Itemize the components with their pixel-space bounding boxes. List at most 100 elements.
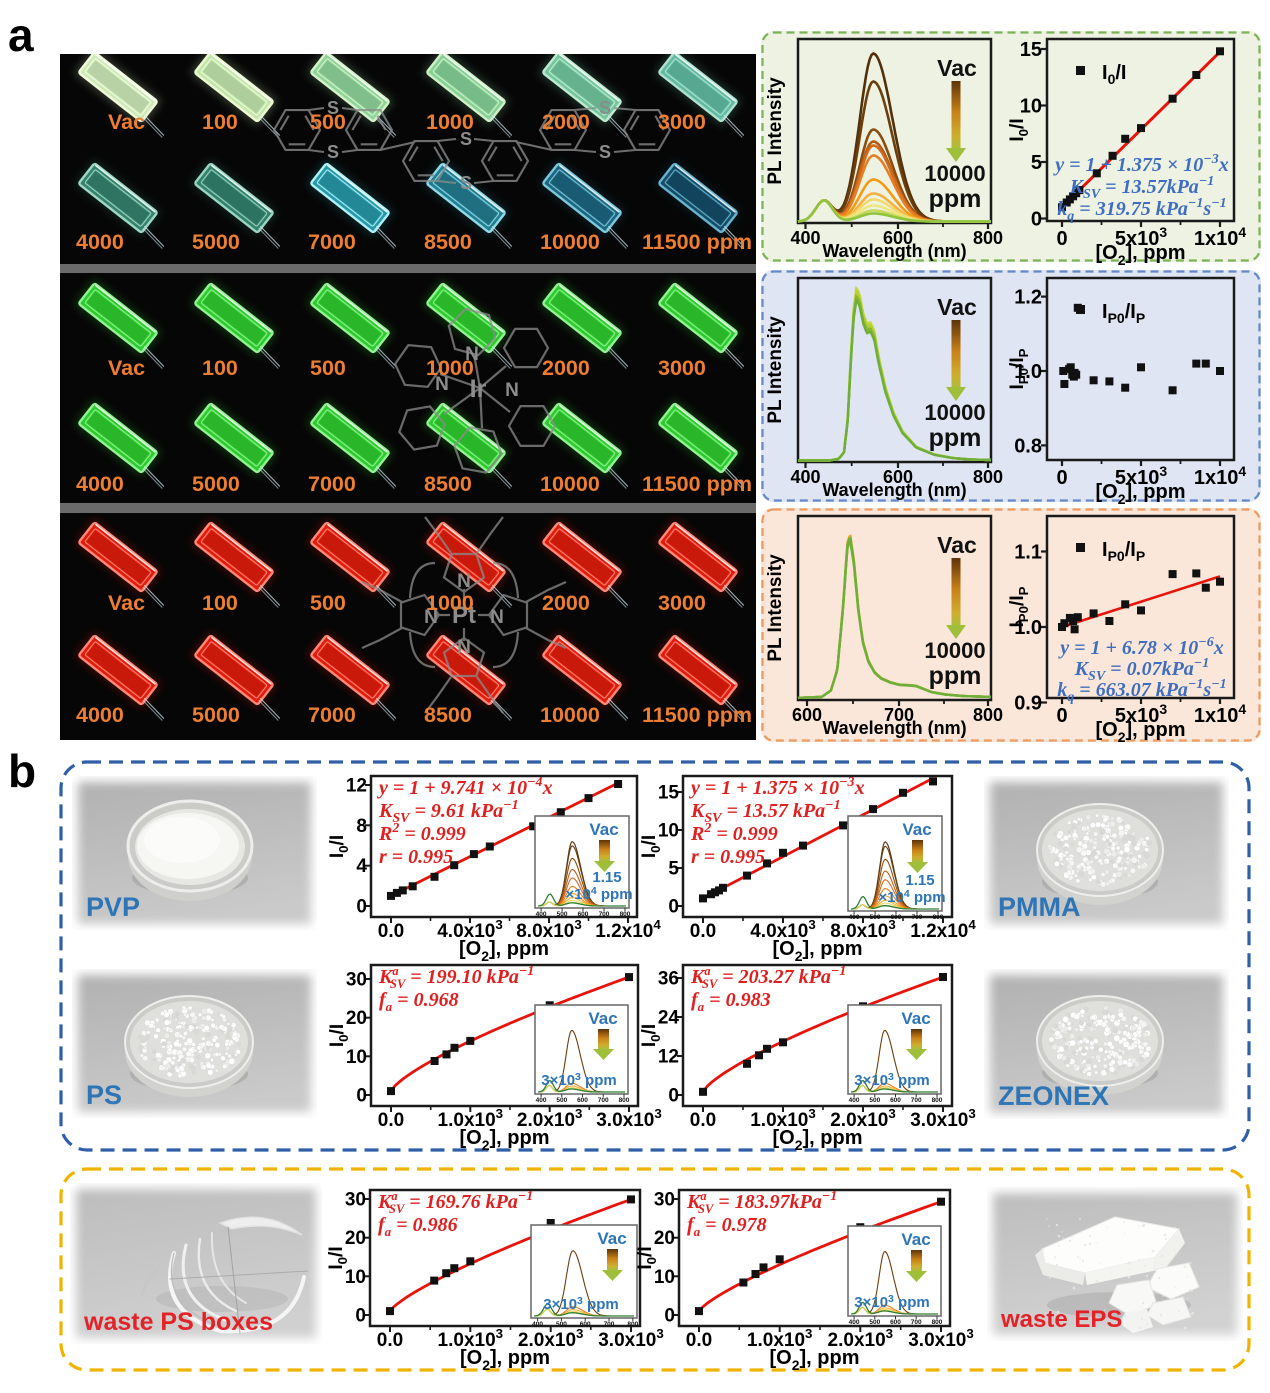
svg-text:S: S — [460, 129, 472, 149]
svg-text:I0​/I: I0​/I — [329, 835, 351, 858]
svg-text:[O2​], ppm: [O2​], ppm — [1095, 719, 1185, 745]
svg-text:15: 15 — [1020, 39, 1042, 61]
svg-text:I0​/I: I0​/I — [328, 1246, 350, 1269]
svg-text:Vac: Vac — [937, 294, 977, 320]
svg-text:3×103​ ppm: 3×103​ ppm — [541, 1071, 616, 1089]
svg-text:N: N — [457, 571, 471, 592]
svg-text:0.0: 0.0 — [378, 1110, 404, 1131]
svg-text:12: 12 — [346, 776, 367, 797]
svg-text:15: 15 — [658, 783, 680, 804]
svg-text:0.0: 0.0 — [686, 1330, 712, 1351]
svg-text:0: 0 — [668, 1086, 679, 1107]
svg-text:KSV​ = 13.57 kPa−1: KSV​ = 13.57 kPa−1 — [690, 798, 841, 826]
svg-text:800: 800 — [619, 1097, 630, 1104]
svg-text:400: 400 — [790, 228, 820, 248]
svg-text:12: 12 — [658, 1047, 679, 1068]
svg-text:I0​/I: I0​/I — [641, 835, 663, 858]
svg-text:Vac: Vac — [901, 1009, 930, 1028]
svg-text:1.2x104: 1.2x104 — [910, 917, 976, 942]
svg-text:10000: 10000 — [540, 703, 600, 727]
svg-text:[O2​], ppm: [O2​], ppm — [772, 938, 862, 964]
svg-text:Vac: Vac — [108, 591, 145, 615]
svg-text:S: S — [327, 142, 339, 162]
svg-text:0: 0 — [1056, 705, 1067, 727]
svg-text:1x104: 1x104 — [1194, 224, 1247, 250]
svg-text:y = 1 + 1.375 × 10−3​x: y = 1 + 1.375 × 10−3​x — [1053, 152, 1229, 176]
svg-text:3×103​ ppm: 3×103​ ppm — [543, 1295, 618, 1313]
svg-text:Vac: Vac — [108, 110, 145, 134]
svg-text:400: 400 — [849, 914, 860, 921]
svg-text:600: 600 — [890, 1097, 901, 1104]
svg-text:3.0x103: 3.0x103 — [908, 1326, 974, 1351]
svg-text:10: 10 — [654, 1267, 675, 1288]
svg-text:waste PS boxes: waste PS boxes — [83, 1308, 273, 1336]
svg-text:4: 4 — [356, 856, 367, 877]
svg-text:PMMA: PMMA — [998, 892, 1081, 922]
svg-text:PS: PS — [86, 1080, 122, 1110]
svg-text:8500: 8500 — [424, 230, 472, 254]
svg-text:20: 20 — [345, 1228, 366, 1249]
svg-text:10: 10 — [658, 821, 679, 842]
svg-text:1.0: 1.0 — [1014, 361, 1042, 383]
svg-text:1.0x103: 1.0x103 — [438, 1326, 504, 1351]
svg-text:700: 700 — [912, 914, 923, 921]
svg-text:30: 30 — [346, 970, 367, 991]
svg-text:600: 600 — [577, 1097, 588, 1104]
svg-text:800: 800 — [973, 228, 1003, 248]
svg-text:800: 800 — [933, 914, 944, 921]
svg-text:0: 0 — [664, 1306, 675, 1327]
svg-text:700: 700 — [911, 1319, 922, 1326]
svg-text:1000: 1000 — [426, 110, 474, 134]
svg-text:0: 0 — [1056, 228, 1067, 250]
svg-text:Vac: Vac — [589, 820, 618, 839]
svg-text:PL Intensity: PL Intensity — [765, 316, 786, 424]
svg-text:S: S — [599, 142, 611, 162]
svg-text:N: N — [424, 607, 438, 628]
svg-text:100: 100 — [202, 591, 238, 615]
svg-text:500: 500 — [310, 591, 346, 615]
svg-text:10000: 10000 — [924, 161, 985, 186]
svg-text:7000: 7000 — [308, 703, 356, 727]
svg-text:800: 800 — [973, 467, 1003, 487]
svg-text:[O2​], ppm: [O2​], ppm — [1095, 481, 1185, 507]
svg-text:4000: 4000 — [76, 703, 124, 727]
svg-text:500: 500 — [870, 914, 881, 921]
svg-text:0.0: 0.0 — [690, 921, 716, 942]
svg-text:1.0x103: 1.0x103 — [747, 1326, 813, 1351]
svg-text:8.0x103: 8.0x103 — [516, 917, 582, 942]
svg-text:500: 500 — [869, 1097, 880, 1104]
svg-text:700: 700 — [604, 1321, 615, 1328]
svg-text:400: 400 — [849, 1097, 860, 1104]
svg-text:10: 10 — [346, 1047, 367, 1068]
svg-text:[O2​], ppm: [O2​], ppm — [769, 1347, 859, 1373]
svg-text:1.2x104: 1.2x104 — [595, 917, 661, 942]
svg-text:PL Intensity: PL Intensity — [765, 77, 786, 185]
svg-text:1.15: 1.15 — [592, 869, 621, 886]
svg-text:Vac: Vac — [597, 1229, 626, 1248]
svg-text:8.0x103: 8.0x103 — [830, 917, 896, 942]
svg-text:500: 500 — [869, 1319, 880, 1326]
svg-text:500: 500 — [556, 1097, 567, 1104]
svg-text:fa​ = 0.968: fa​ = 0.968 — [379, 989, 459, 1014]
svg-text:11500 ppm: 11500 ppm — [642, 230, 752, 254]
svg-text:5x103: 5x103 — [1115, 701, 1168, 727]
svg-text:11500 ppm: 11500 ppm — [642, 472, 752, 496]
svg-text:5x103: 5x103 — [1115, 463, 1168, 489]
svg-text:fa​ = 0.986: fa​ = 0.986 — [378, 1214, 458, 1239]
svg-text:5000: 5000 — [192, 703, 240, 727]
svg-text:IP0​/IP: IP0​/IP — [1102, 301, 1145, 326]
svg-text:10000: 10000 — [540, 230, 600, 254]
svg-text:2000: 2000 — [542, 356, 590, 380]
svg-text:8500: 8500 — [424, 703, 472, 727]
svg-text:N: N — [505, 380, 519, 401]
svg-text:waste EPS: waste EPS — [1000, 1306, 1122, 1333]
svg-text:400: 400 — [790, 467, 820, 487]
svg-text:ppm: ppm — [929, 424, 982, 452]
svg-text:N: N — [490, 607, 504, 628]
svg-text:y = 1 + 1.375 × 10−3​x: y = 1 + 1.375 × 10−3​x — [689, 775, 865, 799]
svg-text:3.0x103: 3.0x103 — [596, 1106, 662, 1131]
svg-text:[O2​], ppm: [O2​], ppm — [772, 1127, 862, 1153]
svg-text:1x104: 1x104 — [1194, 701, 1247, 727]
svg-text:4000: 4000 — [76, 230, 124, 254]
svg-text:N: N — [457, 637, 471, 658]
